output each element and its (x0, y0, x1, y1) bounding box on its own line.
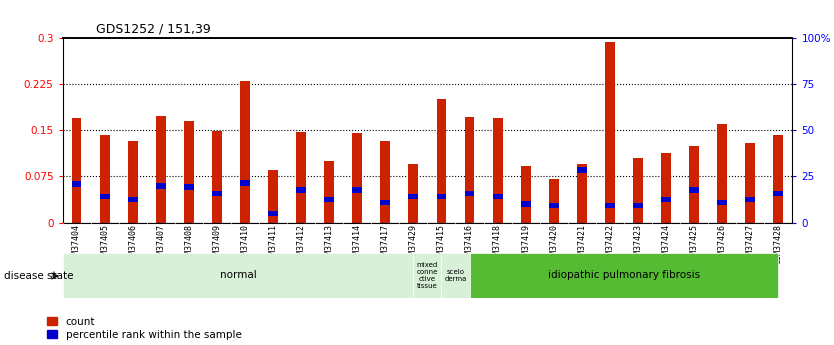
Bar (296, 187, 306, 193)
Bar (409, 164, 419, 223)
Text: GSM37407: GSM37407 (156, 224, 165, 264)
Text: GSM37409: GSM37409 (213, 224, 221, 264)
Bar (605, 203, 615, 208)
Bar (240, 180, 250, 186)
Bar (465, 117, 475, 223)
Text: disease state: disease state (4, 271, 73, 281)
Bar (324, 197, 334, 202)
Bar (269, 211, 278, 216)
Bar (296, 132, 306, 223)
Text: GSM37419: GSM37419 (521, 224, 530, 264)
Text: normal: normal (219, 270, 256, 280)
Bar (352, 187, 362, 193)
Bar (689, 146, 699, 223)
Text: GSM37414: GSM37414 (353, 224, 362, 264)
Bar (773, 135, 783, 223)
Text: GSM37426: GSM37426 (717, 224, 726, 264)
Text: GSM37416: GSM37416 (465, 224, 474, 264)
Bar (577, 164, 586, 223)
Text: GSM37420: GSM37420 (550, 224, 558, 264)
Bar (100, 135, 109, 223)
Bar (240, 81, 250, 223)
Text: GSM37424: GSM37424 (661, 224, 671, 264)
Bar (549, 203, 559, 208)
Bar (746, 142, 755, 223)
Bar (409, 194, 419, 199)
Bar (746, 197, 755, 202)
Text: GSM37429: GSM37429 (409, 224, 418, 264)
Text: GSM37412: GSM37412 (297, 224, 305, 264)
Bar (661, 197, 671, 202)
Bar (717, 124, 727, 223)
Bar (324, 161, 334, 223)
Text: scelo
derma: scelo derma (445, 269, 467, 282)
Bar (773, 190, 783, 196)
Bar (63, 253, 414, 298)
Bar (212, 131, 222, 223)
Bar (717, 200, 727, 205)
Bar (549, 179, 559, 223)
Text: GSM37418: GSM37418 (493, 224, 502, 264)
Text: GSM37405: GSM37405 (100, 224, 109, 264)
Bar (184, 121, 193, 223)
Bar (100, 194, 109, 199)
Text: GSM37406: GSM37406 (128, 224, 138, 264)
Bar (577, 167, 586, 173)
Bar (156, 183, 166, 189)
Bar (520, 166, 530, 223)
Bar (352, 133, 362, 223)
Text: GSM37428: GSM37428 (774, 224, 783, 264)
Bar (465, 190, 475, 196)
Bar (470, 253, 778, 298)
Text: GSM37415: GSM37415 (437, 224, 446, 264)
Bar (128, 141, 138, 223)
Legend: count, percentile rank within the sample: count, percentile rank within the sample (47, 317, 242, 340)
Text: GSM37422: GSM37422 (605, 224, 615, 264)
Bar (184, 184, 193, 190)
Bar (436, 194, 446, 199)
Text: GSM37423: GSM37423 (634, 224, 642, 264)
Text: GSM37421: GSM37421 (577, 224, 586, 264)
Bar (633, 203, 643, 208)
Bar (128, 197, 138, 202)
Text: GSM37404: GSM37404 (72, 224, 81, 264)
Bar (493, 194, 503, 199)
Text: GSM37417: GSM37417 (381, 224, 389, 264)
Text: idiopathic pulmonary fibrosis: idiopathic pulmonary fibrosis (548, 270, 700, 280)
Bar (212, 190, 222, 196)
Bar (436, 99, 446, 223)
Bar (380, 200, 390, 205)
Text: mixed
conne
ctive
tissue: mixed conne ctive tissue (417, 262, 438, 289)
Text: GDS1252 / 151,39: GDS1252 / 151,39 (96, 22, 211, 36)
Bar (269, 170, 278, 223)
Bar (605, 42, 615, 223)
Bar (72, 181, 82, 187)
Text: GSM37427: GSM37427 (746, 224, 755, 264)
Bar (380, 141, 390, 223)
Text: GSM37413: GSM37413 (324, 224, 334, 264)
Bar (633, 158, 643, 223)
Bar (441, 253, 470, 298)
Bar (520, 201, 530, 207)
Bar (689, 187, 699, 193)
Bar (72, 118, 82, 223)
Text: GSM37408: GSM37408 (184, 224, 193, 264)
Text: GSM37411: GSM37411 (269, 224, 278, 264)
Bar (156, 116, 166, 223)
Bar (661, 153, 671, 223)
Text: GSM37410: GSM37410 (240, 224, 249, 264)
Text: GSM37425: GSM37425 (690, 224, 699, 264)
Bar (493, 118, 503, 223)
Bar (414, 253, 441, 298)
